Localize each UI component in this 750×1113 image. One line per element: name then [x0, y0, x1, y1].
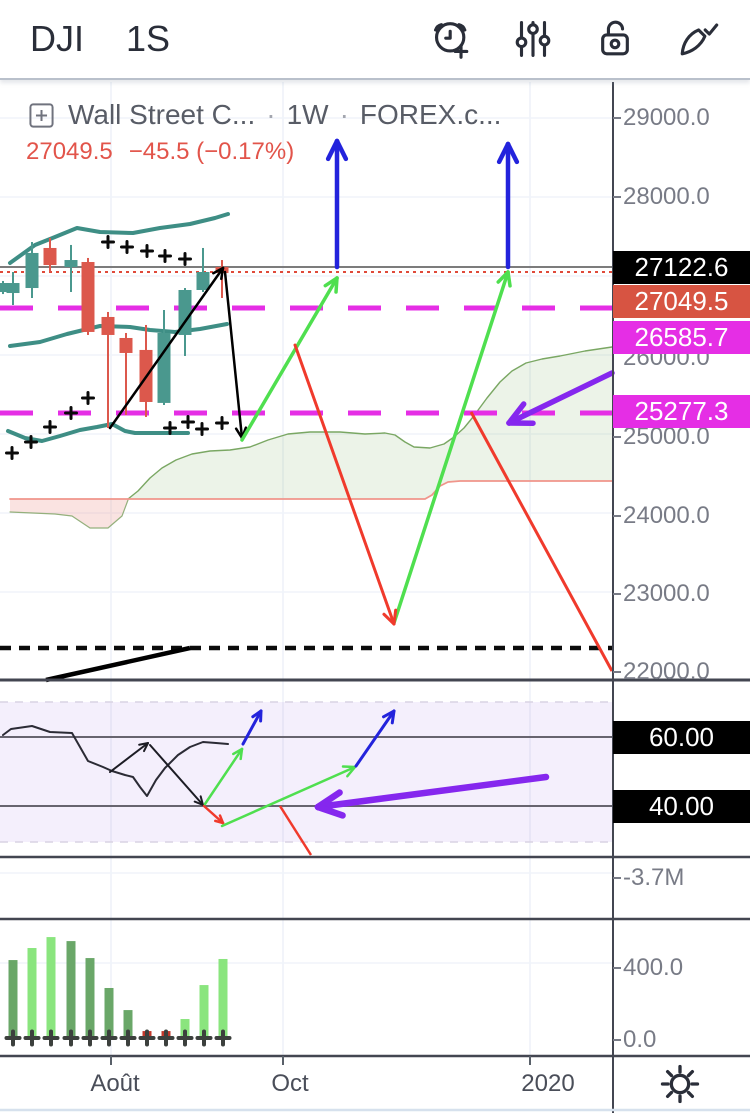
legend: Wall Street C... · 1W · FOREX.c... 27049… [26, 99, 501, 166]
settings-gear-icon[interactable] [660, 1064, 700, 1104]
legend-change: −45.5 (−0.17%) [128, 138, 295, 165]
legend-price-row: 27049.5 −45.5 (−0.17%) [26, 138, 501, 166]
time-axis-label: 2020 [521, 1070, 575, 1097]
legend-provider: FOREX.c... [359, 99, 502, 130]
expand-plus-icon[interactable] [26, 100, 57, 131]
draw-icon[interactable] [674, 16, 720, 62]
legend-symbol-title[interactable]: Wall Street C... [68, 99, 256, 130]
toolbar: DJI 1S [0, 0, 750, 80]
legend-separator: · [266, 99, 276, 130]
time-axis-label: Oct [271, 1070, 309, 1097]
indicators-icon[interactable] [510, 16, 556, 62]
alarm-add-icon[interactable] [428, 16, 474, 62]
timeframe-label[interactable]: 1S [126, 18, 171, 59]
legend-separator: · [339, 99, 349, 130]
time-axis-label: Août [90, 1070, 140, 1097]
legend-last-price: 27049.5 [26, 138, 113, 165]
symbol-label[interactable]: DJI [30, 18, 84, 59]
legend-interval[interactable]: 1W [286, 99, 329, 130]
toolbar-icons [428, 16, 720, 62]
lock-open-icon[interactable] [592, 16, 638, 62]
